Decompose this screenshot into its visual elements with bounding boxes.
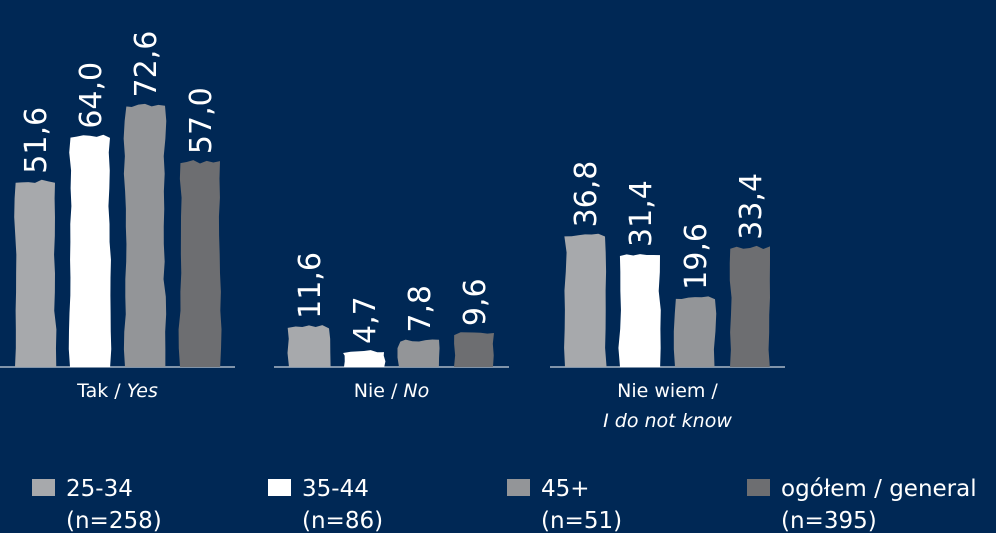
data-label: 36,8: [569, 161, 604, 228]
data-label: 7,8: [403, 285, 438, 333]
category-label-line2: I do not know: [603, 410, 732, 432]
legend-note: (n=51): [541, 508, 622, 533]
legend-note: (n=395): [781, 508, 877, 533]
category-labels: Tak / Yes Nie / No Nie wiem / I do not know: [76, 380, 732, 432]
category-label: Nie / No: [354, 380, 430, 402]
plot-area: 51,6 64,0 72,6 57,0 11,6 4,7 7,8 9,6 36,8 31,4 19,…: [0, 31, 785, 368]
data-label: 4,7: [348, 296, 383, 344]
data-label: 11,6: [293, 252, 328, 319]
bar: [123, 103, 167, 367]
data-label: 33,4: [734, 173, 769, 240]
category-label: Nie wiem /: [617, 380, 718, 402]
legend-swatch: [747, 479, 770, 496]
legend-swatch: [268, 479, 291, 496]
data-label: 9,6: [458, 278, 493, 326]
bar: [729, 245, 770, 367]
bar: [673, 296, 717, 367]
legend-label: ogółem / general: [781, 476, 977, 502]
legend-label: 35-44: [302, 476, 369, 502]
bar: [397, 339, 440, 367]
bar: [287, 325, 331, 367]
category-label: Tak / Yes: [76, 380, 158, 402]
legend-swatch: [32, 479, 55, 496]
data-label: 57,0: [184, 87, 219, 154]
legend-note: (n=86): [302, 508, 383, 533]
legend-swatch: [507, 479, 530, 496]
legend-label: 45+: [541, 476, 590, 502]
data-label: 64,0: [74, 62, 109, 129]
bar: [454, 332, 494, 367]
bar: [14, 179, 57, 367]
data-label: 19,6: [679, 223, 714, 290]
bar: [618, 254, 661, 367]
legend: 25-34 (n=258) 35-44 (n=86) 45+ (n=51) ogółem /…: [32, 476, 977, 533]
legend-label: 25-34: [66, 476, 133, 502]
bar: [564, 233, 607, 367]
data-label: 72,6: [129, 31, 164, 98]
data-label: 31,4: [624, 180, 659, 247]
bar: [343, 350, 386, 367]
bar: [178, 160, 222, 367]
legend-note: (n=258): [66, 508, 162, 533]
bar: [68, 134, 112, 367]
data-label: 51,6: [19, 107, 54, 174]
